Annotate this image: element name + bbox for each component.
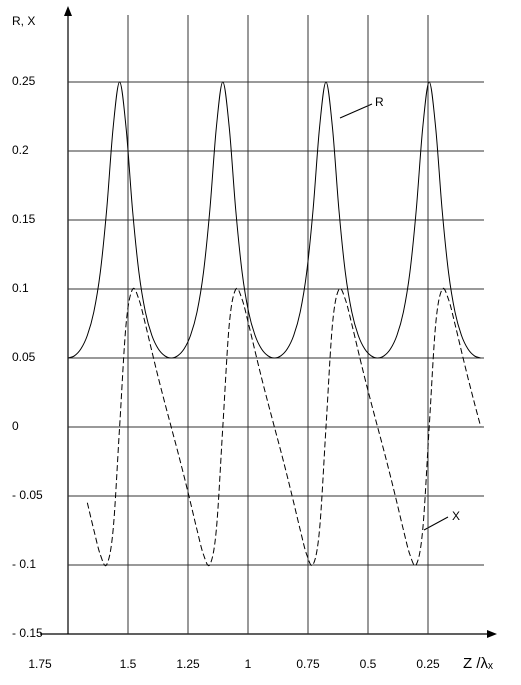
y-tick-label: - 0.15 [12,626,43,640]
r-leader [339,103,373,119]
x-tick-label: 1.75 [28,657,52,671]
series-line [86,287,482,567]
y-tick-label: 0.2 [12,143,29,157]
x-tick-label: 0.5 [360,657,377,671]
x-tick-label: 0.75 [296,657,320,671]
series-label: X [452,509,460,523]
y-tick-label: - 0.05 [12,488,43,502]
y-tick-label: 0 [12,419,19,433]
x-axis-arrow [487,630,497,638]
y-axis-label: R, X [12,14,35,28]
y-tick-label: - 0.1 [12,557,36,571]
y-tick-label: 0.1 [12,281,29,295]
x-tick-label: 1.5 [120,657,137,671]
y-axis-arrow [64,6,72,16]
x-tick-label: 1 [245,657,252,671]
series-label: R [375,95,384,109]
x-tick-label: 0.25 [416,657,440,671]
y-tick-label: 0.15 [12,212,36,226]
y-tick-label: 0.05 [12,350,36,364]
x-axis-label: Z /λₓ [463,655,493,672]
series-line [67,81,481,359]
x-tick-label: 1.25 [176,657,200,671]
y-tick-label: 0.25 [12,74,36,88]
